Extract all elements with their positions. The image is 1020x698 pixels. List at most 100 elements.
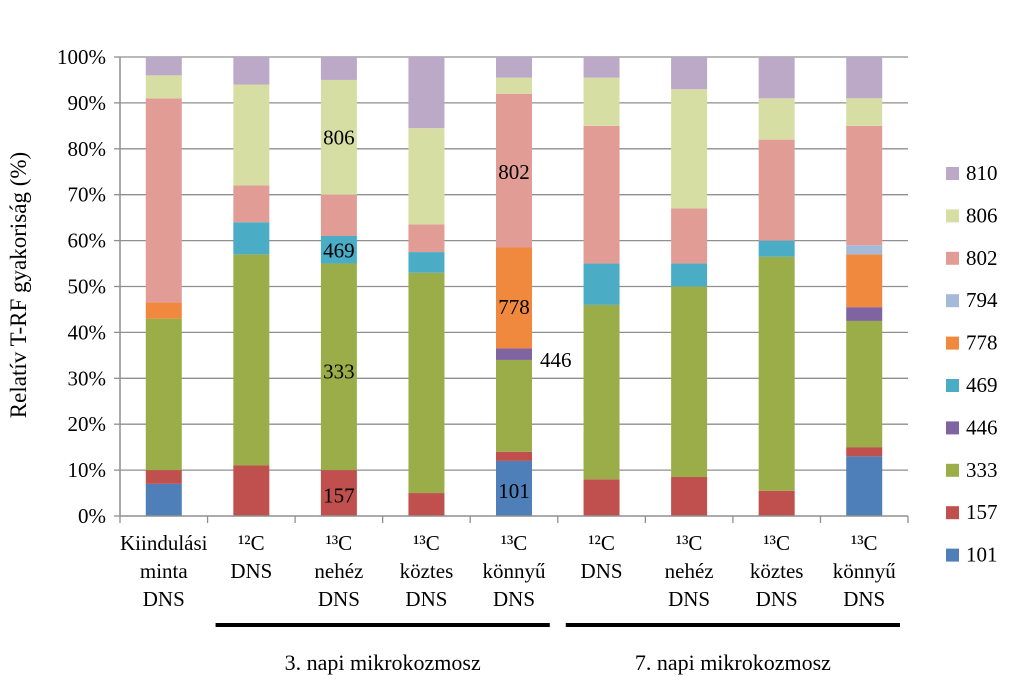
x-tick-label-line: DNS — [143, 587, 185, 611]
x-tick-label: ¹³C könnyű DNS — [833, 531, 897, 611]
x-tick-label-line: ¹³C — [676, 531, 703, 555]
y-tick-label: 30% — [68, 366, 107, 390]
x-tick-label: ¹²C DNS — [230, 531, 272, 583]
x-tick-label-line: DNS — [405, 587, 447, 611]
bar-segment-810 — [233, 57, 270, 85]
bar-segment-333 — [583, 304, 620, 480]
bar-annotation: 333 — [323, 359, 355, 383]
y-tick-label: 80% — [68, 137, 107, 161]
legend-swatch-778 — [946, 336, 959, 350]
bar-segment-446 — [496, 348, 532, 360]
bar-segment-810 — [320, 57, 357, 80]
bar-segment-333 — [145, 318, 182, 471]
legend-swatch-794 — [946, 294, 959, 308]
bar-segment-101 — [846, 456, 883, 516]
legend-swatch-333 — [946, 463, 959, 477]
bar-segment-810 — [496, 57, 532, 78]
bar-segment-157 — [233, 465, 270, 516]
y-axis: 0% 10% 20% 30% 40% 50% 60% 70% 80% 90% 100% — [57, 45, 121, 528]
legend-label: 802 — [966, 246, 998, 270]
x-tick-label-line: ¹³C — [501, 531, 528, 555]
bar-segment-802 — [145, 98, 182, 303]
bar-segment-810 — [758, 57, 795, 99]
y-tick-label: 50% — [68, 275, 107, 299]
bar-segment-333 — [671, 286, 708, 477]
x-tick-label-line: nehéz — [665, 559, 714, 583]
legend-swatch-802 — [946, 251, 959, 265]
bar-segment-806 — [846, 98, 883, 126]
y-tick-label: 60% — [68, 229, 107, 253]
bar-segment-469 — [320, 236, 357, 264]
x-tick-label-line: ¹³C — [413, 531, 440, 555]
legend: 810 806 802 794 778 469 446 333 157 101 — [946, 161, 998, 567]
x-tick-label: ¹³C köztes DNS — [400, 531, 454, 611]
bar-segment-806 — [758, 98, 795, 140]
x-tick-label-line: DNS — [756, 587, 798, 611]
legend-label: 157 — [966, 500, 998, 524]
y-tick-label: 20% — [68, 412, 107, 436]
legend-label: 446 — [966, 415, 998, 439]
bar-segment-802 — [846, 125, 883, 246]
legend-label: 810 — [966, 161, 998, 185]
bar-annotation: 469 — [323, 239, 355, 263]
x-tick-label-line: nehéz — [314, 559, 363, 583]
bar-segment-778 — [145, 302, 182, 319]
x-axis: Kiindulási minta DNS ¹²C DNS ¹³C nehéz DNS ¹³C kö… — [119, 515, 909, 611]
bar-segment-810 — [846, 57, 883, 99]
y-tick-label: 40% — [68, 320, 107, 344]
bar-segment-802 — [320, 194, 357, 237]
bars — [145, 57, 883, 516]
x-tick-label: ¹³C köztes DNS — [750, 531, 804, 611]
bar-segment-802 — [583, 125, 620, 264]
bar-segment-806 — [583, 77, 620, 126]
bar-segment-157 — [320, 470, 357, 516]
bar-segment-157 — [496, 451, 532, 461]
bar-segment-806 — [320, 79, 357, 195]
legend-label: 794 — [966, 288, 998, 312]
x-tick-label-line: ¹³C — [326, 531, 353, 555]
legend-swatch-469 — [946, 379, 959, 392]
bar-segment-101 — [496, 460, 532, 516]
bar-segment-806 — [671, 89, 708, 209]
x-tick-label-line: ¹³C — [763, 531, 790, 555]
bar-annotation: 157 — [323, 483, 355, 507]
y-tick-label: 90% — [68, 91, 107, 115]
x-tick-label-line: köztes — [400, 559, 454, 583]
bar-segment-469 — [583, 263, 620, 305]
bar-segment-806 — [496, 77, 532, 94]
bar-annotation: 802 — [498, 160, 530, 184]
x-tick-label-line: DNS — [493, 587, 535, 611]
x-tick-label-line: minta — [140, 559, 189, 583]
y-axis-label: Relatív T-RF gyakoriság (%) — [6, 152, 31, 418]
x-tick-label-line: DNS — [581, 559, 623, 583]
x-tick-label-line: ¹³C — [851, 531, 878, 555]
bar-segment-469 — [408, 252, 445, 273]
bar-segment-802 — [671, 208, 708, 264]
bar-segment-802 — [496, 93, 532, 248]
legend-label: 101 — [966, 543, 998, 567]
x-tick-label-line: ¹²C — [238, 531, 265, 555]
group-label: 3. napi mikrokozmosz — [285, 650, 481, 675]
legend-swatch-101 — [946, 548, 959, 562]
bar-segment-333 — [758, 256, 795, 491]
bar-segment-778 — [496, 247, 532, 349]
legend-label: 806 — [966, 203, 998, 227]
bar-segment-806 — [408, 128, 445, 225]
bar-segment-802 — [758, 139, 795, 241]
y-tick-label: 10% — [68, 458, 107, 482]
bar-segment-469 — [671, 263, 708, 287]
legend-swatch-157 — [946, 506, 959, 520]
bar-segment-469 — [233, 222, 270, 255]
bar-segment-333 — [233, 254, 270, 466]
bar-segment-157 — [145, 470, 182, 484]
bar-segment-333 — [408, 272, 445, 494]
legend-swatch-446 — [946, 421, 959, 435]
bar-segment-446 — [846, 307, 883, 321]
bar-segment-810 — [671, 57, 708, 90]
legend-label: 333 — [966, 458, 998, 482]
bar-segment-157 — [408, 493, 445, 516]
x-tick-label: ¹³C könnyű DNS — [483, 531, 547, 611]
x-tick-label-line: könnyű — [833, 559, 897, 583]
y-tick-label: 0% — [78, 504, 106, 528]
